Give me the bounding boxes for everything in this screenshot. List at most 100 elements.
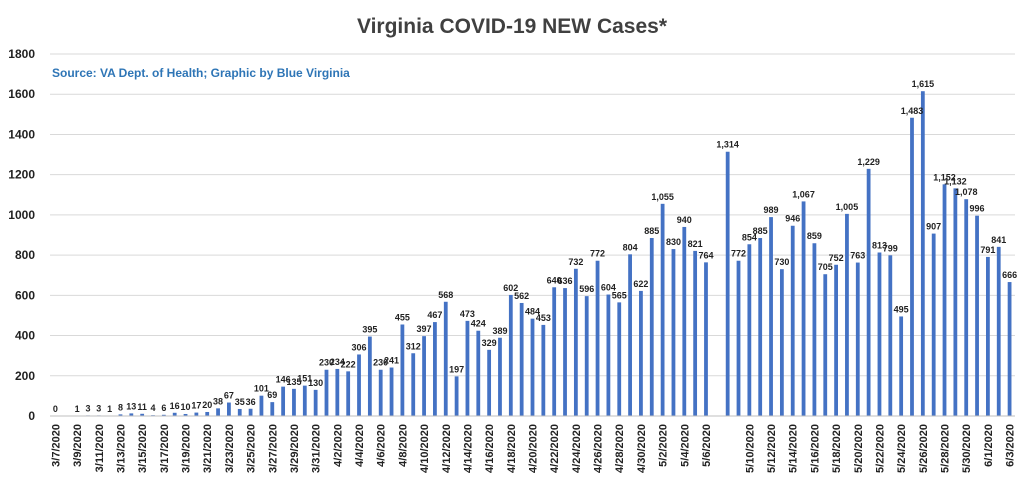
data-label: 495 (894, 304, 909, 314)
bar (1007, 282, 1012, 416)
data-label: 1,005 (836, 202, 859, 212)
bar (845, 213, 849, 416)
bar (487, 349, 492, 416)
data-label: 1,132 (944, 176, 967, 186)
y-tick-label: 200 (15, 369, 35, 383)
x-tick-label: 3/15/2020 (137, 424, 149, 473)
data-label: 397 (417, 324, 432, 334)
bar (595, 260, 600, 416)
bar (985, 256, 990, 416)
x-tick-label: 5/18/2020 (831, 424, 843, 473)
data-label: 151 (297, 374, 312, 384)
data-label: 1,152 (933, 172, 956, 182)
bar (313, 389, 318, 416)
bar (248, 408, 253, 416)
bar (736, 260, 741, 416)
bar (899, 316, 904, 416)
bar (454, 376, 459, 416)
y-tick-label: 1400 (8, 127, 35, 141)
data-label: 3 (96, 403, 101, 413)
data-label: 752 (829, 253, 844, 263)
bar (281, 386, 286, 416)
bar (628, 254, 632, 416)
data-label: 565 (612, 290, 627, 300)
bar (942, 184, 947, 416)
bar (400, 324, 405, 416)
data-label: 101 (254, 384, 269, 394)
x-tick-label: 4/14/2020 (462, 424, 474, 473)
data-label: 67 (224, 391, 234, 401)
x-tick-label: 4/10/2020 (419, 424, 431, 473)
bar (172, 412, 177, 416)
x-tick-label: 3/9/2020 (72, 424, 84, 467)
data-label: 859 (807, 231, 822, 241)
y-tick-label: 400 (15, 329, 35, 343)
bar (834, 264, 838, 416)
bar (357, 354, 361, 416)
bar (292, 388, 296, 416)
data-label: 241 (384, 356, 399, 366)
bar (367, 336, 372, 416)
bar (747, 244, 752, 416)
bar (563, 288, 567, 416)
bar (790, 225, 795, 416)
bar (910, 117, 914, 416)
data-label: 69 (267, 390, 277, 400)
bar (671, 249, 676, 416)
bar (855, 262, 860, 416)
x-tick-label: 5/10/2020 (744, 424, 756, 473)
data-label: 1,055 (651, 192, 674, 202)
bar (888, 255, 893, 416)
data-label: 312 (406, 341, 421, 351)
x-axis-ticks: 3/7/2020 3/9/2020 3/11/2020 3/13/2020 3/15/2… (50, 424, 1016, 473)
data-label: 38 (213, 396, 223, 406)
data-label: 705 (818, 262, 833, 272)
data-label: 16 (170, 401, 180, 411)
data-label: 467 (427, 310, 442, 320)
bar (693, 250, 698, 416)
y-tick-label: 0 (28, 409, 35, 423)
bar (140, 413, 145, 416)
bar (975, 215, 979, 416)
data-label: 799 (883, 243, 898, 253)
x-tick-label: 6/3/2020 (1005, 424, 1017, 467)
bar (183, 413, 188, 416)
data-label: 602 (503, 283, 518, 293)
bar (433, 322, 437, 416)
bar (779, 269, 784, 416)
bar (530, 318, 535, 416)
data-label: 230 (319, 358, 334, 368)
gridlines (50, 53, 1015, 377)
x-tick-label: 5/16/2020 (809, 424, 821, 473)
data-label: 17 (191, 401, 201, 411)
data-label: 1,229 (857, 157, 880, 167)
bar (649, 238, 654, 416)
data-label: 146 (276, 375, 291, 385)
data-label: 0 (53, 404, 58, 414)
x-tick-label: 4/20/2020 (528, 424, 540, 473)
data-label: 568 (438, 290, 453, 300)
data-label: 1,078 (955, 187, 978, 197)
bar (725, 151, 730, 417)
bar (194, 412, 199, 416)
x-tick-label: 5/22/2020 (874, 424, 886, 473)
bar (237, 408, 242, 416)
bar (302, 385, 307, 416)
data-label: 13 (126, 401, 136, 411)
data-label: 1,314 (716, 140, 739, 150)
data-label: 764 (698, 250, 713, 260)
x-tick-label: 3/19/2020 (181, 424, 193, 473)
data-label: 791 (980, 245, 995, 255)
data-label: 6 (161, 403, 166, 413)
x-tick-label: 5/6/2020 (701, 424, 713, 467)
data-label: 763 (850, 251, 865, 261)
x-tick-label: 4/24/2020 (571, 424, 583, 473)
bar (953, 188, 958, 416)
data-label: 821 (688, 239, 703, 249)
data-label: 940 (677, 215, 692, 225)
bar (801, 201, 806, 416)
x-tick-label: 3/11/2020 (94, 424, 106, 472)
data-label: 455 (395, 312, 410, 322)
data-label: 230 (373, 358, 388, 368)
